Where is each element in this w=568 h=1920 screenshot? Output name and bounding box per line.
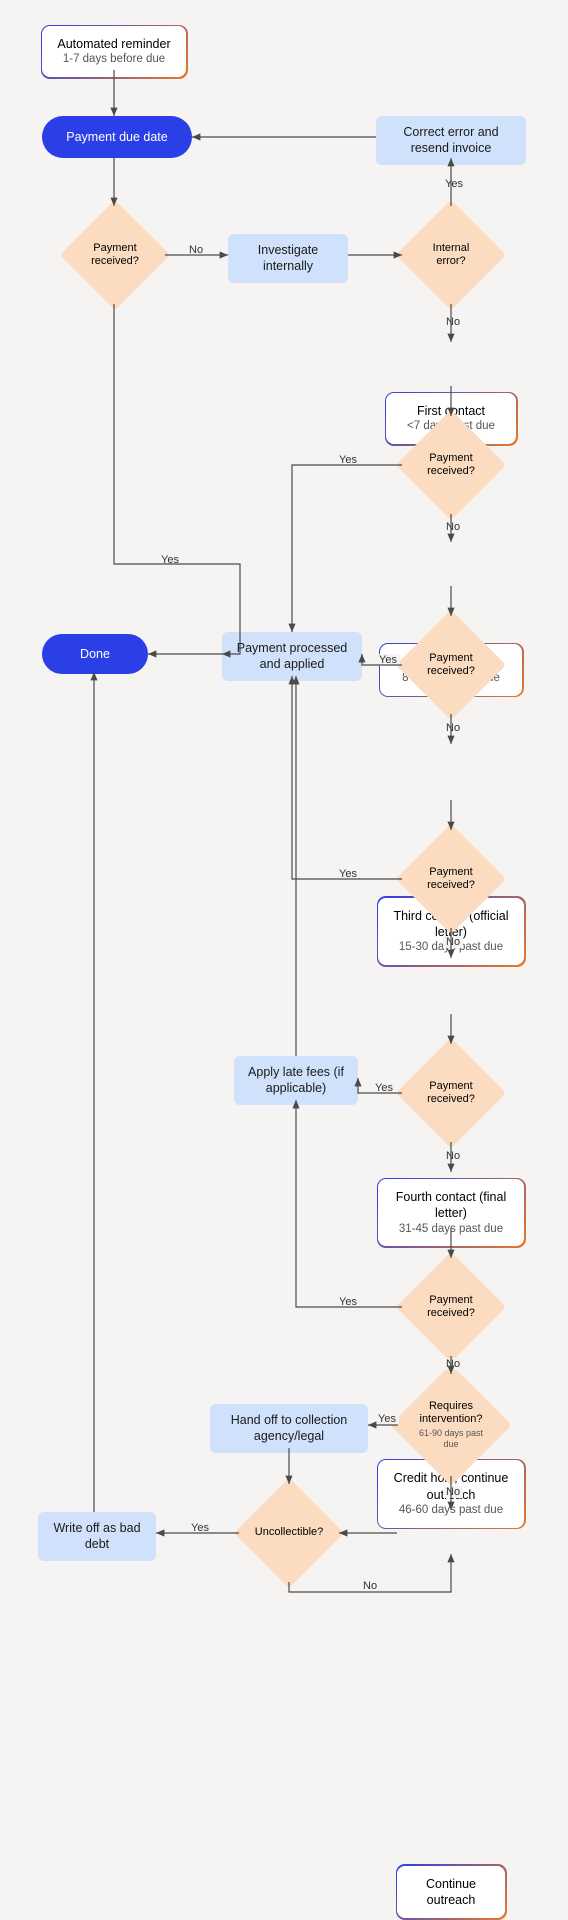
- d_rec3-label: Payment received?: [412, 626, 490, 704]
- edge-label-4: Yes: [442, 178, 466, 190]
- edge-label-8: Yes: [336, 454, 360, 466]
- edge-label-27: Yes: [188, 1522, 212, 1534]
- n_latefees: Apply late fees (if applicable): [234, 1056, 358, 1105]
- d_rec3: Payment received?: [412, 626, 490, 704]
- d_intervention: Requires intervention?61-90 days past du…: [408, 1382, 494, 1468]
- d_rec4-title: Payment received?: [420, 866, 482, 892]
- n_fourth-title: Fourth contact (final letter): [390, 1189, 512, 1222]
- n_due: Payment due date: [42, 116, 192, 158]
- d_intervention-sub: 61-90 days past due: [416, 1428, 486, 1450]
- n_handoff-title: Hand off to collection agency/legal: [222, 1412, 356, 1445]
- edge-label-17: Yes: [372, 1082, 396, 1094]
- edge-label-9: No: [443, 521, 463, 533]
- d_rec2-title: Payment received?: [420, 452, 482, 478]
- flowchart-canvas: Automated reminder1-7 days before due Pay…: [0, 0, 568, 1600]
- n_reminder-sub: 1-7 days before due: [63, 52, 165, 67]
- edge-label-23: Yes: [375, 1413, 399, 1425]
- d_rec2-label: Payment received?: [412, 426, 490, 504]
- d_rec3-title: Payment received?: [420, 652, 482, 678]
- edge-label-12: No: [443, 722, 463, 734]
- edge-label-21: Yes: [336, 1296, 360, 1308]
- n_handoff: Hand off to collection agency/legal: [210, 1404, 368, 1453]
- edge-label-29: Yes: [158, 554, 182, 566]
- d_uncollectible-label: Uncollectible?: [250, 1494, 328, 1572]
- n_writeoff: Write off as bad debt: [38, 1512, 156, 1561]
- n_reminder: Automated reminder1-7 days before due: [42, 26, 186, 77]
- n_fourth: Fourth contact (final letter)31-45 days …: [378, 1179, 524, 1246]
- d_rec4: Payment received?: [412, 840, 490, 918]
- n_credit-sub: 46-60 days past due: [399, 1503, 503, 1518]
- edge-label-22: No: [443, 1358, 463, 1370]
- n_correct: Correct error and resend invoice: [376, 116, 526, 165]
- d_rec4-label: Payment received?: [412, 840, 490, 918]
- d_rec2: Payment received?: [412, 426, 490, 504]
- d_received1-label: Payment received?: [76, 216, 154, 294]
- n_reminder-title: Automated reminder: [57, 36, 170, 52]
- d_rec6-label: Payment received?: [412, 1268, 490, 1346]
- edge-label-14: Yes: [336, 868, 360, 880]
- edge-label-25: No: [443, 1486, 463, 1498]
- edge-label-2: No: [186, 244, 206, 256]
- n_correct-title: Correct error and resend invoice: [388, 124, 514, 157]
- d_rec5-title: Payment received?: [420, 1080, 482, 1106]
- edge-label-28: No: [360, 1580, 380, 1592]
- n_continue: Continue outreach: [397, 1866, 505, 1919]
- d_rec6: Payment received?: [412, 1268, 490, 1346]
- n_due-title: Payment due date: [66, 129, 167, 145]
- d_rec5-label: Payment received?: [412, 1054, 490, 1132]
- edge-label-6: No: [443, 316, 463, 328]
- n_done-title: Done: [80, 646, 110, 662]
- d_received1-title: Payment received?: [84, 242, 146, 268]
- n_latefees-title: Apply late fees (if applicable): [246, 1064, 346, 1097]
- edge-label-19: No: [443, 1150, 463, 1162]
- d_internal: Internal error?: [412, 216, 490, 294]
- d_intervention-title: Requires intervention?: [416, 1400, 486, 1426]
- d_uncollectible-title: Uncollectible?: [255, 1526, 323, 1539]
- d_rec6-title: Payment received?: [420, 1294, 482, 1320]
- d_uncollectible: Uncollectible?: [250, 1494, 328, 1572]
- n_writeoff-title: Write off as bad debt: [50, 1520, 144, 1553]
- n_fourth-sub: 31-45 days past due: [399, 1222, 503, 1237]
- d_internal-title: Internal error?: [420, 242, 482, 268]
- n_investigate-title: Investigate internally: [240, 242, 336, 275]
- d_received1: Payment received?: [76, 216, 154, 294]
- n_investigate: Investigate internally: [228, 234, 348, 283]
- n_continue-title: Continue outreach: [409, 1876, 493, 1909]
- n_processed: Payment processed and applied: [222, 632, 362, 681]
- d_intervention-label: Requires intervention?61-90 days past du…: [408, 1382, 494, 1468]
- edge-label-11: Yes: [376, 654, 400, 666]
- edge-label-15: No: [443, 936, 463, 948]
- d_internal-label: Internal error?: [412, 216, 490, 294]
- n_done: Done: [42, 634, 148, 674]
- d_rec5: Payment received?: [412, 1054, 490, 1132]
- n_processed-title: Payment processed and applied: [234, 640, 350, 673]
